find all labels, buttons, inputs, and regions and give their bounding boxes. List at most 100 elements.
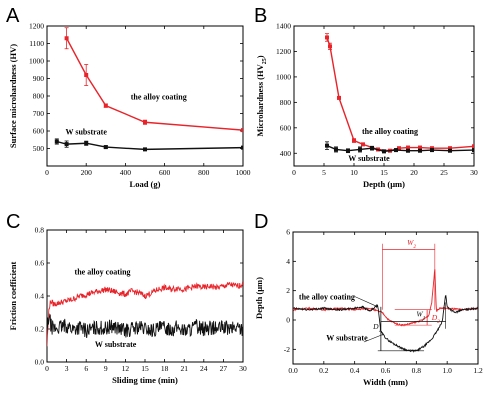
- data-point: [358, 147, 362, 152]
- y-tick-label: 0.4: [35, 292, 45, 301]
- series-w-substrate: [47, 313, 243, 338]
- x-tick-label: 0: [45, 168, 49, 177]
- x-tick-label: 0.4: [350, 366, 360, 375]
- d2-label-main: D: [431, 313, 438, 322]
- w1-label-main: W: [416, 309, 423, 318]
- x-tick-label: 18: [161, 364, 169, 373]
- plot-frame: [293, 25, 475, 167]
- y-axis-title: Surface microhardness (HV): [8, 44, 18, 148]
- panel-b: B 0 5 10 15 20 25 30 400 600 800 1000 1200 1400 Depth …: [254, 5, 478, 189]
- y-tick-label: 500: [33, 144, 45, 153]
- y-axis-title: Microhardness (HV25): [255, 55, 268, 136]
- x-tick-label: 0: [45, 364, 49, 373]
- x-tick-label: 30: [470, 168, 478, 177]
- data-point: [84, 141, 89, 146]
- y-tick-label: 1200: [276, 47, 291, 56]
- w2-label-subscript: 2: [413, 244, 416, 250]
- y-tick-label: 800: [33, 92, 45, 101]
- x-tick-label: 15: [141, 364, 149, 373]
- panel-c: C 0 3 6 9 12 15 18 21 24 27 30 0.0 0.2 0.4 0.6 0.8 Slidin…: [6, 211, 247, 385]
- substrate-label-pointer: [363, 334, 383, 343]
- x-tick-label: 1.0: [442, 366, 452, 375]
- y-axis-title-main: Friction coefficient: [8, 261, 18, 330]
- data-point: [448, 146, 452, 151]
- x-tick-label: 12: [122, 364, 130, 373]
- x-tick-label: 0.8: [412, 366, 422, 375]
- y-tick-label: 0: [286, 316, 290, 325]
- y-tick-label: 600: [33, 127, 45, 136]
- y-axis-title-main: Microhardness (HV: [255, 63, 265, 136]
- x-tick-label: 1000: [236, 168, 251, 177]
- data-point: [143, 147, 147, 152]
- x-tick-label: 0.6: [381, 366, 391, 375]
- x-tick-label: 20: [410, 168, 418, 177]
- x-tick-label: 0.0: [288, 366, 298, 375]
- x-tick-label: 15: [380, 168, 388, 177]
- series-trace: [293, 294, 478, 353]
- series-trace: [47, 313, 243, 338]
- data-point: [382, 149, 386, 154]
- series-alloy-coating: [293, 269, 478, 327]
- y-tick-label: 6: [286, 228, 290, 237]
- d2-label-subscript: 2: [437, 319, 440, 325]
- y-axis-title: Friction coefficient: [8, 261, 18, 330]
- data-point: [397, 146, 401, 151]
- y-axis-title-suffix: ): [255, 55, 265, 58]
- x-axis-title: Depth (μm): [363, 179, 405, 189]
- annotation-label: the alloy coating: [75, 268, 131, 277]
- x-axis-title: Sliding time (min): [112, 375, 178, 385]
- data-point: [325, 35, 329, 40]
- y-tick-label: 0.8: [35, 226, 45, 235]
- data-point: [352, 138, 356, 143]
- data-point: [346, 148, 350, 153]
- data-point: [103, 103, 108, 108]
- data-point: [361, 142, 365, 147]
- series-w-substrate: [293, 294, 478, 353]
- y-axis-title-subscript: 25: [262, 58, 268, 64]
- series-w-substrate: [54, 138, 243, 152]
- data-point: [418, 145, 422, 150]
- y-axis-title-main: Depth (μm): [254, 277, 264, 319]
- y-tick-label: 900: [33, 74, 45, 83]
- d1-label: D1: [372, 322, 381, 334]
- data-point: [430, 148, 434, 153]
- annotation-label: W substrate: [95, 340, 137, 349]
- panel-letter: C: [6, 211, 20, 233]
- panel-letter: A: [6, 5, 20, 27]
- x-axis-title: Width (mm): [363, 377, 408, 387]
- x-tick-label: 21: [180, 364, 188, 373]
- panel-a: A 0 200 400 600 800 1000 500 600 700 800 900 1000 110…: [6, 5, 251, 189]
- x-axis-title: Load (g): [130, 179, 161, 189]
- x-tick-label: 600: [159, 168, 171, 177]
- data-point: [328, 44, 332, 49]
- w2-label: W2: [407, 238, 416, 250]
- series-line: [65, 37, 243, 131]
- data-point: [241, 145, 243, 150]
- x-tick-label: 800: [198, 168, 210, 177]
- y-tick-label: 2: [286, 286, 290, 295]
- x-tick-label: 200: [81, 168, 93, 177]
- panel-letter: D: [254, 211, 268, 233]
- data-point: [334, 147, 338, 152]
- data-point: [54, 139, 59, 144]
- x-tick-label: 5: [322, 168, 326, 177]
- y-tick-label: -2: [284, 345, 290, 354]
- w2-label-main: W: [407, 238, 414, 247]
- y-axis-title-main: Surface microhardness (HV): [8, 44, 18, 148]
- x-tick-label: 0.2: [319, 366, 329, 375]
- y-tick-label: 400: [280, 149, 292, 158]
- d2-label: D2: [431, 313, 440, 325]
- x-tick-label: 10: [350, 168, 358, 177]
- w1-label-subscript: 1: [423, 315, 426, 321]
- y-tick-label: 800: [280, 98, 292, 107]
- data-point: [406, 148, 410, 153]
- x-tick-label: 1.2: [473, 366, 483, 375]
- y-tick-label: 1200: [29, 22, 44, 31]
- y-tick-label: 600: [280, 123, 292, 132]
- d1-label-main: D: [372, 322, 379, 331]
- data-point: [325, 143, 329, 148]
- series-w-substrate: [325, 141, 474, 154]
- data-point: [406, 145, 410, 150]
- y-tick-label: 0.6: [35, 259, 45, 268]
- data-point: [418, 148, 422, 153]
